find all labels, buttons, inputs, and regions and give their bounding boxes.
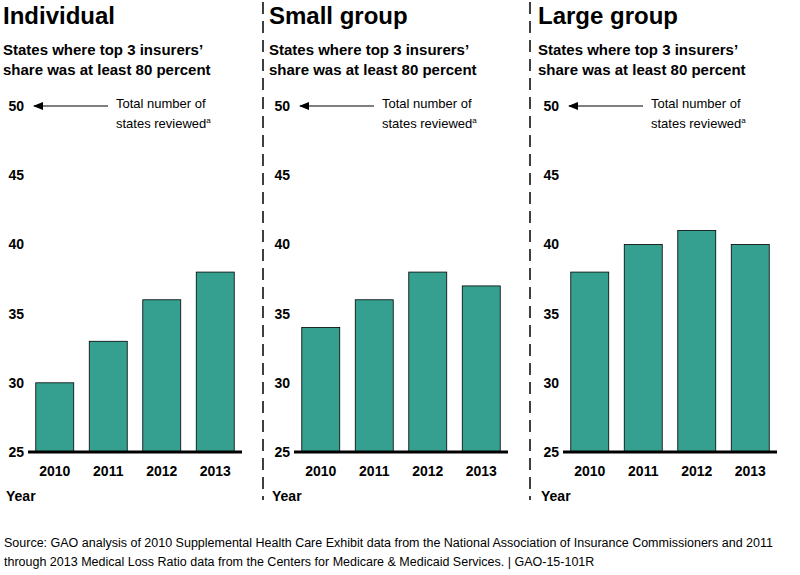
y-tick-label: 35 [274, 306, 290, 322]
panel-separator [262, 2, 264, 500]
y-tick-label: 40 [543, 236, 559, 252]
x-axis-label: Year [272, 488, 302, 504]
annotation-arrow [300, 105, 374, 106]
x-tick-label: 2013 [200, 463, 231, 479]
annotation-footnote: a [472, 116, 476, 125]
x-tick-label: 2010 [574, 463, 605, 479]
panel-title: Large group [538, 2, 678, 30]
bar [355, 300, 393, 452]
panel: 25 30 35 40 45 50 2010 2011 2012 2013 Year [541, 98, 777, 504]
y-tick-label: 25 [8, 444, 24, 460]
bars [571, 231, 769, 452]
y-tick-label: 35 [8, 306, 24, 322]
x-axis-line [294, 451, 508, 454]
bar [624, 244, 662, 452]
bar [462, 286, 500, 452]
source-note: Source: GAO analysis of 2010 Supplementa… [4, 534, 796, 572]
bar [731, 244, 769, 452]
panel: 25 30 35 40 45 50 2010 2011 2012 2013 Year [272, 98, 508, 504]
x-axis-line [563, 451, 777, 454]
y-tick-label: 40 [8, 236, 24, 252]
panel: 25 30 35 40 45 50 2010 2011 2012 2013 Year [6, 98, 242, 504]
x-tick-label: 2012 [412, 463, 443, 479]
y-tick-label: 30 [543, 375, 559, 391]
annotation-text: Total number of states reviewed [116, 96, 206, 131]
y-tick-label: 40 [274, 236, 290, 252]
annotation: Total number of states revieweda [116, 95, 228, 132]
bar [571, 272, 609, 452]
x-axis-label: Year [6, 488, 36, 504]
panel-title: Individual [3, 2, 115, 30]
bar [196, 272, 234, 452]
x-tick-label: 2013 [735, 463, 766, 479]
y-tick-label: 35 [543, 306, 559, 322]
x-tick-label: 2011 [93, 463, 124, 479]
x-tick-label: 2013 [466, 463, 497, 479]
panel-separator [529, 2, 531, 500]
y-tick-label: 45 [274, 167, 290, 183]
y-tick-label: 25 [543, 444, 559, 460]
annotation-arrow [569, 105, 643, 106]
annotation: Total number of states revieweda [382, 95, 494, 132]
x-tick-label: 2010 [39, 463, 70, 479]
x-tick-label: 2011 [359, 463, 390, 479]
bars [36, 272, 234, 452]
y-tick-label: 45 [543, 167, 559, 183]
bars [302, 272, 500, 452]
annotation: Total number of states revieweda [651, 95, 763, 132]
bar [143, 300, 181, 452]
x-tick-label: 2012 [146, 463, 177, 479]
y-tick-label: 30 [274, 375, 290, 391]
x-tick-label: 2012 [681, 463, 712, 479]
x-axis-line [28, 451, 242, 454]
y-tick-label: 25 [274, 444, 290, 460]
y-tick-label: 50 [8, 98, 24, 114]
chart-canvas: 25 30 35 40 45 50 2010 2011 2012 2013 Year 25 30 35 40… [0, 0, 800, 575]
annotation-text: Total number of states reviewed [651, 96, 741, 131]
bar [409, 272, 447, 452]
y-tick-label: 45 [8, 167, 24, 183]
annotation-text: Total number of states reviewed [382, 96, 472, 131]
bar [36, 383, 74, 452]
y-tick-label: 30 [8, 375, 24, 391]
annotation-footnote: a [206, 116, 210, 125]
y-tick-label: 50 [543, 98, 559, 114]
x-tick-label: 2010 [305, 463, 336, 479]
panel-subtitle: States where top 3 insurers’ share was a… [269, 40, 501, 80]
panel-subtitle: States where top 3 insurers’ share was a… [3, 40, 235, 80]
annotation-arrow [34, 105, 108, 106]
panel-title: Small group [269, 2, 408, 30]
annotation-footnote: a [741, 116, 745, 125]
x-tick-label: 2011 [628, 463, 659, 479]
panel-subtitle: States where top 3 insurers’ share was a… [538, 40, 770, 80]
y-tick-label: 50 [274, 98, 290, 114]
bar [678, 231, 716, 452]
bar [89, 341, 127, 452]
bar [302, 327, 340, 452]
x-axis-label: Year [541, 488, 571, 504]
